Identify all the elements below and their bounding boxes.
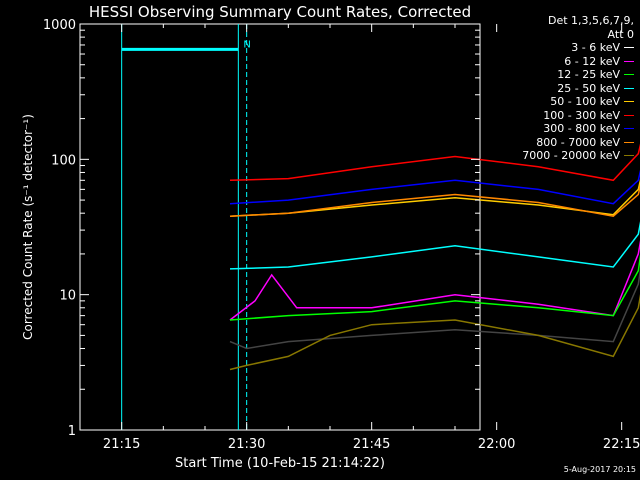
legend-rows: 3 - 6 keV 6 - 12 keV 12 - 25 keV 25 - 50 ke… <box>484 41 634 163</box>
legend-item-5: 100 - 300 keV <box>484 109 634 123</box>
axes: 21:1521:3021:4522:0022:1522:3022:4511010… <box>43 18 640 452</box>
y-axis-label: Corrected Count Rate (s⁻¹ detector⁻¹) <box>21 114 35 340</box>
legend-item-0: 3 - 6 keV <box>484 41 634 55</box>
legend-label-6: 300 - 800 keV <box>543 122 620 135</box>
x-tick-label-3: 22:00 <box>478 437 515 452</box>
legend-label-0: 3 - 6 keV <box>571 41 620 54</box>
generation-date: 5-Aug-2017 20:15 <box>563 465 636 474</box>
flag-label-0: N <box>243 39 250 50</box>
series-line-0 <box>229 268 640 350</box>
legend-swatch-1 <box>624 60 634 62</box>
legend-swatch-5 <box>624 114 634 116</box>
legend-label-1: 6 - 12 keV <box>564 54 620 68</box>
plot-frame <box>79 23 481 431</box>
legend-item-4: 50 - 100 keV <box>484 95 634 109</box>
legend-label-8: 7000 - 20000 keV <box>522 149 620 162</box>
legend-label-3: 25 - 50 keV <box>557 81 620 95</box>
legend-header-1: Det 1,3,5,6,7,9, <box>547 14 634 27</box>
legend: Det 1,3,5,6,7,9, Att 0 3 - 6 keV 6 - 12 k… <box>484 14 634 163</box>
chart-title: HESSI Observing Summary Count Rates, Cor… <box>89 3 471 21</box>
y-tick-label-1: 10 <box>59 289 76 304</box>
y-tick-label-0: 1 <box>68 424 76 439</box>
legend-header-2: Att 0 <box>607 27 634 41</box>
legend-swatch-8 <box>624 155 634 157</box>
legend-swatch-7 <box>624 141 634 143</box>
legend-item-3: 25 - 50 keV <box>484 82 634 96</box>
legend-swatch-3 <box>624 87 634 89</box>
y-tick-label-3: 1000 <box>43 18 76 33</box>
legend-swatch-4 <box>624 101 634 103</box>
legend-label-7: 800 - 7000 keV <box>536 135 620 149</box>
legend-label-2: 12 - 25 keV <box>557 68 620 81</box>
y-tick-label-2: 100 <box>51 153 76 168</box>
legend-item-1: 6 - 12 keV <box>484 55 634 69</box>
x-axis-label: Start Time (10-Feb-15 21:14:22) <box>175 456 385 471</box>
series-line-7 <box>229 184 640 218</box>
series-line-2 <box>229 253 640 321</box>
legend-label-5: 100 - 300 keV <box>543 108 620 122</box>
series-line-5 <box>229 143 640 182</box>
series-line-4 <box>229 178 640 217</box>
legend-item-8: 7000 - 20000 keV <box>484 149 634 163</box>
series-layer <box>229 143 640 371</box>
legend-swatch-6 <box>624 128 634 130</box>
series-line-3 <box>229 221 640 270</box>
x-tick-label-0: 21:15 <box>103 437 140 452</box>
vertical-markers <box>121 24 248 430</box>
legend-item-6: 300 - 800 keV <box>484 122 634 136</box>
legend-swatch-0 <box>624 47 634 49</box>
x-tick-label-4: 22:15 <box>603 437 640 452</box>
series-line-1 <box>229 239 640 321</box>
x-tick-label-2: 21:45 <box>353 437 390 452</box>
legend-swatch-2 <box>624 74 634 76</box>
legend-item-7: 800 - 7000 keV <box>484 136 634 150</box>
flag-lines: NS <box>121 39 251 51</box>
series-line-6 <box>229 169 640 205</box>
legend-label-4: 50 - 100 keV <box>550 95 620 108</box>
series-line-8 <box>229 293 640 371</box>
legend-item-2: 12 - 25 keV <box>484 68 634 82</box>
x-tick-label-1: 21:30 <box>228 437 265 452</box>
